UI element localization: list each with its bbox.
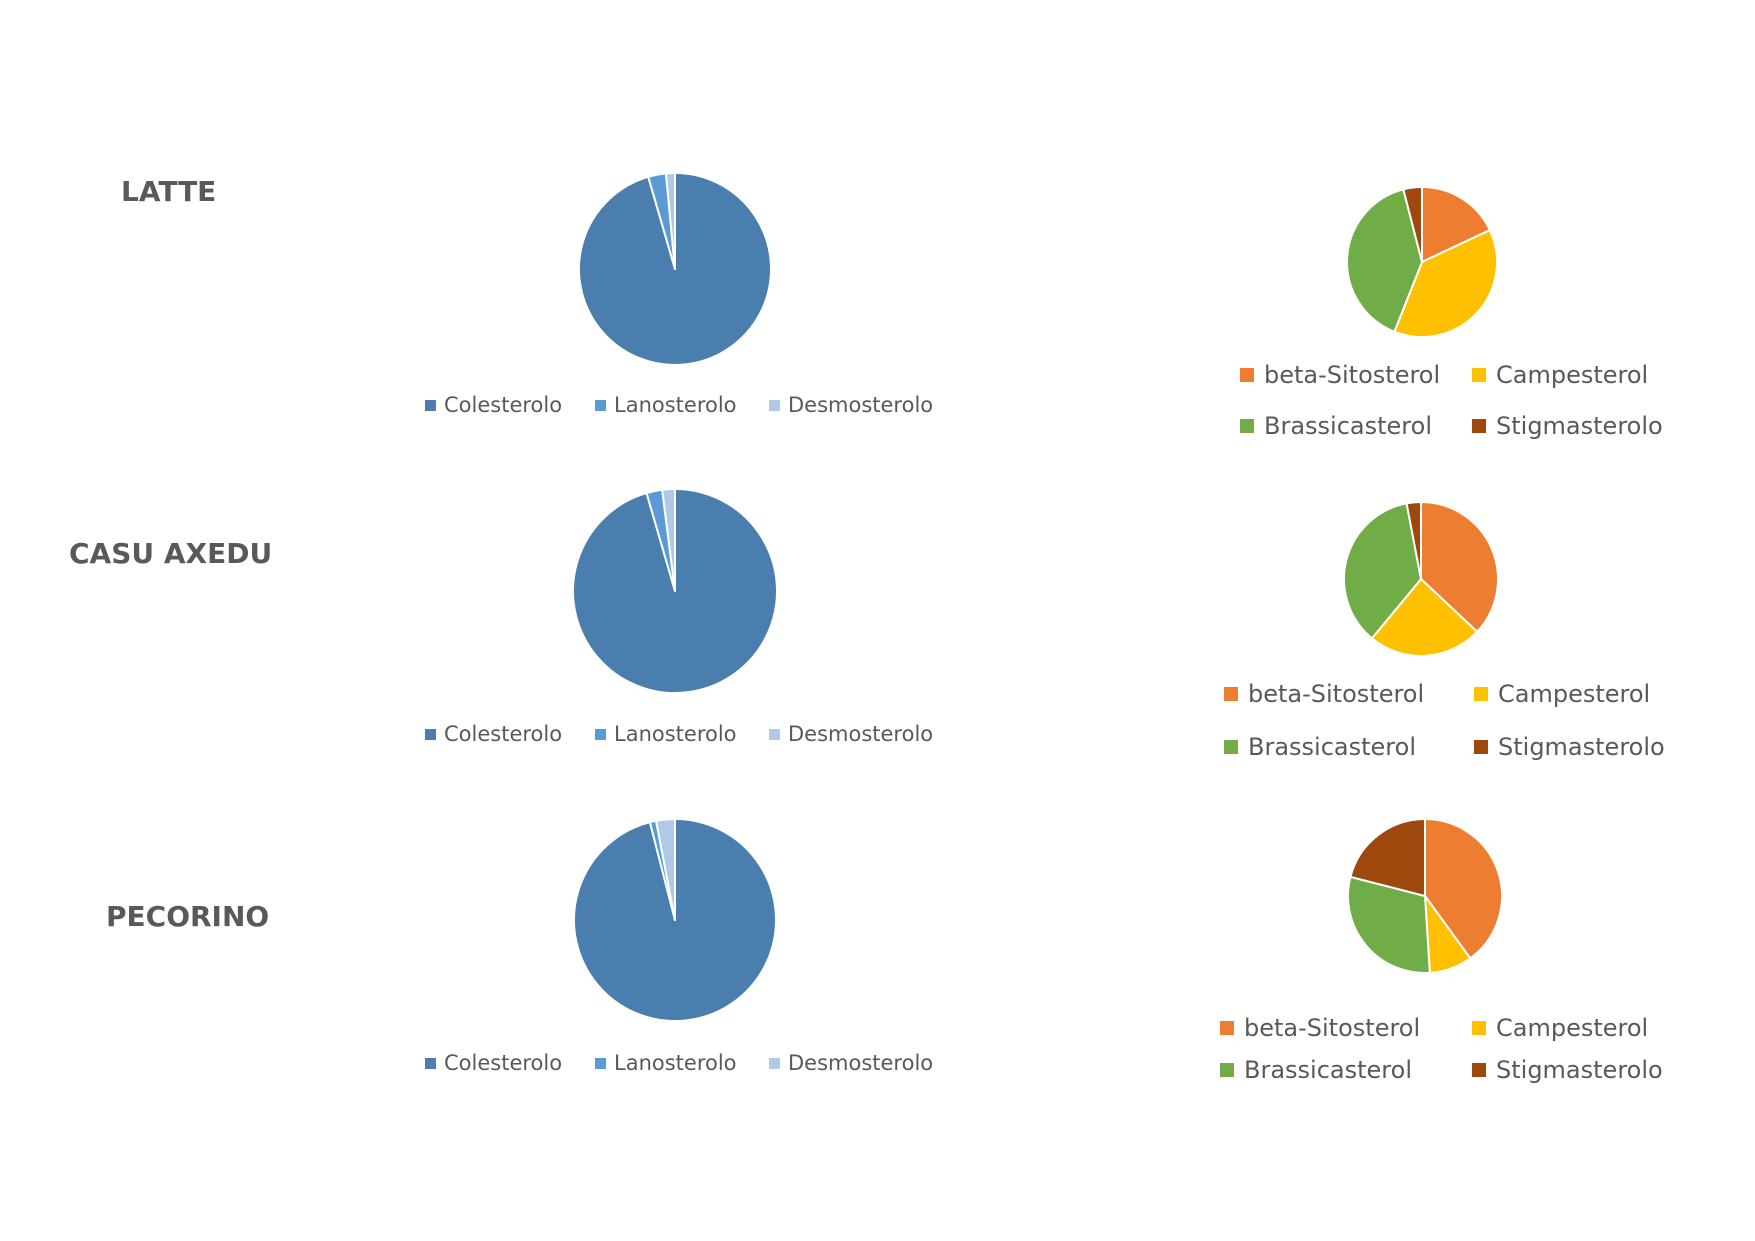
pie-slice-stigmasterolo	[1349, 818, 1426, 897]
legend-item: Brassicasterol	[1240, 412, 1432, 440]
pie-chart-casu-axedu-sterols	[572, 488, 778, 694]
pie-chart-latte-phytosterols	[1346, 186, 1498, 338]
legend-swatch	[1224, 740, 1238, 754]
legend-item: Colesterolo	[425, 722, 562, 746]
pie-slice-brassicasterol	[1347, 875, 1431, 974]
legend-label: Colesterolo	[444, 722, 563, 746]
legend-item: Campesterol	[1472, 1014, 1648, 1042]
pie-chart-pecorino-phytosterols	[1347, 818, 1503, 974]
pie-slice-desmosterolo	[664, 172, 676, 270]
legend-swatch	[1224, 687, 1238, 701]
legend-swatch	[595, 399, 606, 411]
legend-swatch	[1474, 687, 1488, 701]
pie-slice-brassicasterol	[1346, 188, 1423, 333]
legend-item: Colesterolo	[425, 1051, 562, 1075]
legend-swatch	[769, 1057, 780, 1069]
legend-swatch	[1240, 419, 1254, 433]
legend-item: Lanosterolo	[595, 393, 737, 417]
legend-item: Lanosterolo	[595, 1051, 737, 1075]
legend-label: Brassicasterol	[1264, 412, 1432, 440]
legend-label: Colesterolo	[444, 393, 563, 417]
pie-slice-campesterol	[1393, 229, 1498, 338]
legend-swatch	[769, 728, 780, 740]
legend-item: Stigmasterolo	[1474, 733, 1665, 761]
legend-item: Campesterol	[1472, 361, 1648, 389]
legend-label: Stigmasterolo	[1496, 412, 1663, 440]
legend-swatch	[1240, 368, 1254, 382]
legend-item: Brassicasterol	[1224, 733, 1416, 761]
row-label-latte: LATTE	[121, 175, 217, 208]
legend-label: Campesterol	[1496, 1014, 1649, 1042]
pie-chart-latte-sterols	[578, 172, 772, 366]
legend-swatch	[1220, 1021, 1234, 1035]
pie-slice-beta-sitosterol	[1421, 186, 1491, 263]
legend-label: Desmosterolo	[788, 722, 934, 746]
legend-label: beta-Sitosterol	[1248, 680, 1425, 708]
legend-item: beta-Sitosterol	[1224, 680, 1424, 708]
pie-slice-desmosterolo	[661, 488, 676, 592]
pie-slice-brassicasterol	[1343, 502, 1422, 640]
pie-slice-stigmasterolo	[1405, 501, 1422, 580]
legend-swatch	[1472, 419, 1486, 433]
legend-label: beta-Sitosterol	[1264, 361, 1441, 389]
legend-label: Campesterol	[1498, 680, 1651, 708]
legend-swatch	[595, 1057, 606, 1069]
legend-swatch	[595, 728, 606, 740]
legend-item: beta-Sitosterol	[1220, 1014, 1420, 1042]
pie-slice-desmosterolo	[655, 818, 676, 921]
legend-swatch	[1472, 1063, 1486, 1077]
legend-label: Lanosterolo	[614, 1051, 737, 1075]
legend-item: Lanosterolo	[595, 722, 737, 746]
legend-item: Desmosterolo	[769, 1051, 933, 1075]
legend-label: Lanosterolo	[614, 722, 737, 746]
legend-item: Brassicasterol	[1220, 1056, 1412, 1084]
legend-label: Stigmasterolo	[1498, 733, 1665, 761]
pie-chart-pecorino-sterols	[573, 818, 777, 1022]
legend-item: Stigmasterolo	[1472, 412, 1663, 440]
row-label-pecorino: PECORINO	[106, 900, 270, 933]
legend-label: Desmosterolo	[788, 1051, 934, 1075]
legend-swatch	[425, 1057, 436, 1069]
row-label-casu-axedu: CASU AXEDU	[69, 537, 273, 570]
legend-label: Desmosterolo	[788, 393, 934, 417]
legend-item: Campesterol	[1474, 680, 1650, 708]
legend-item: Desmosterolo	[769, 722, 933, 746]
legend-swatch	[1220, 1063, 1234, 1077]
legend-label: Brassicasterol	[1248, 733, 1416, 761]
pie-slice-campesterol	[1370, 578, 1479, 657]
legend-label: Campesterol	[1496, 361, 1649, 389]
pie-slice-beta-sitosterol	[1420, 501, 1499, 633]
legend-swatch	[1472, 368, 1486, 382]
pie-slice-beta-sitosterol	[1424, 818, 1503, 960]
legend-label: Stigmasterolo	[1496, 1056, 1663, 1084]
legend-swatch	[425, 728, 436, 740]
legend-swatch	[769, 399, 780, 411]
legend-item: Colesterolo	[425, 393, 562, 417]
legend-item: beta-Sitosterol	[1240, 361, 1440, 389]
legend-label: beta-Sitosterol	[1244, 1014, 1421, 1042]
pie-slice-stigmasterolo	[1402, 186, 1423, 263]
legend-label: Brassicasterol	[1244, 1056, 1412, 1084]
legend-swatch	[1474, 740, 1488, 754]
legend-item: Stigmasterolo	[1472, 1056, 1663, 1084]
legend-label: Colesterolo	[444, 1051, 563, 1075]
pie-chart-casu-axedu-phytosterols	[1343, 501, 1499, 657]
legend-label: Lanosterolo	[614, 393, 737, 417]
legend-swatch	[1472, 1021, 1486, 1035]
legend-swatch	[425, 399, 436, 411]
legend-item: Desmosterolo	[769, 393, 933, 417]
